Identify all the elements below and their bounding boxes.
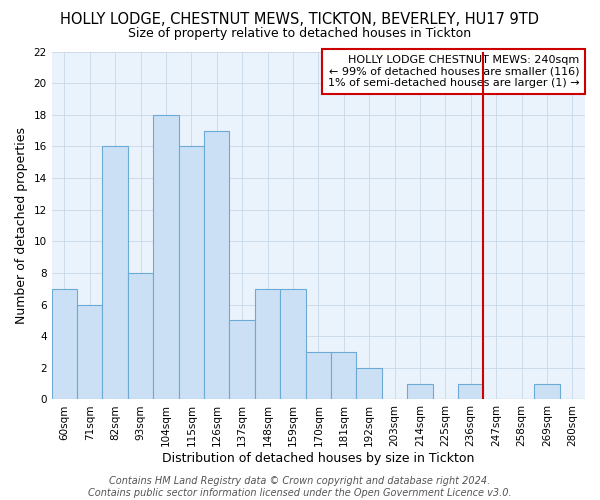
Bar [255, 288, 280, 400]
Bar [534, 384, 560, 400]
Bar [458, 384, 484, 400]
Bar [128, 273, 153, 400]
Bar [407, 384, 433, 400]
Text: HOLLY LODGE CHESTNUT MEWS: 240sqm
← 99% of detached houses are smaller (116)
1% : HOLLY LODGE CHESTNUT MEWS: 240sqm ← 99% … [328, 55, 580, 88]
Bar [103, 146, 128, 400]
Bar [204, 130, 229, 400]
Y-axis label: Number of detached properties: Number of detached properties [15, 127, 28, 324]
Bar [77, 304, 103, 400]
X-axis label: Distribution of detached houses by size in Tickton: Distribution of detached houses by size … [162, 452, 475, 465]
Bar [153, 115, 179, 400]
Bar [179, 146, 204, 400]
Text: HOLLY LODGE, CHESTNUT MEWS, TICKTON, BEVERLEY, HU17 9TD: HOLLY LODGE, CHESTNUT MEWS, TICKTON, BEV… [61, 12, 539, 28]
Text: Size of property relative to detached houses in Tickton: Size of property relative to detached ho… [128, 28, 472, 40]
Bar [52, 288, 77, 400]
Bar [331, 352, 356, 400]
Bar [305, 352, 331, 400]
Bar [280, 288, 305, 400]
Bar [356, 368, 382, 400]
Bar [229, 320, 255, 400]
Text: Contains HM Land Registry data © Crown copyright and database right 2024.
Contai: Contains HM Land Registry data © Crown c… [88, 476, 512, 498]
